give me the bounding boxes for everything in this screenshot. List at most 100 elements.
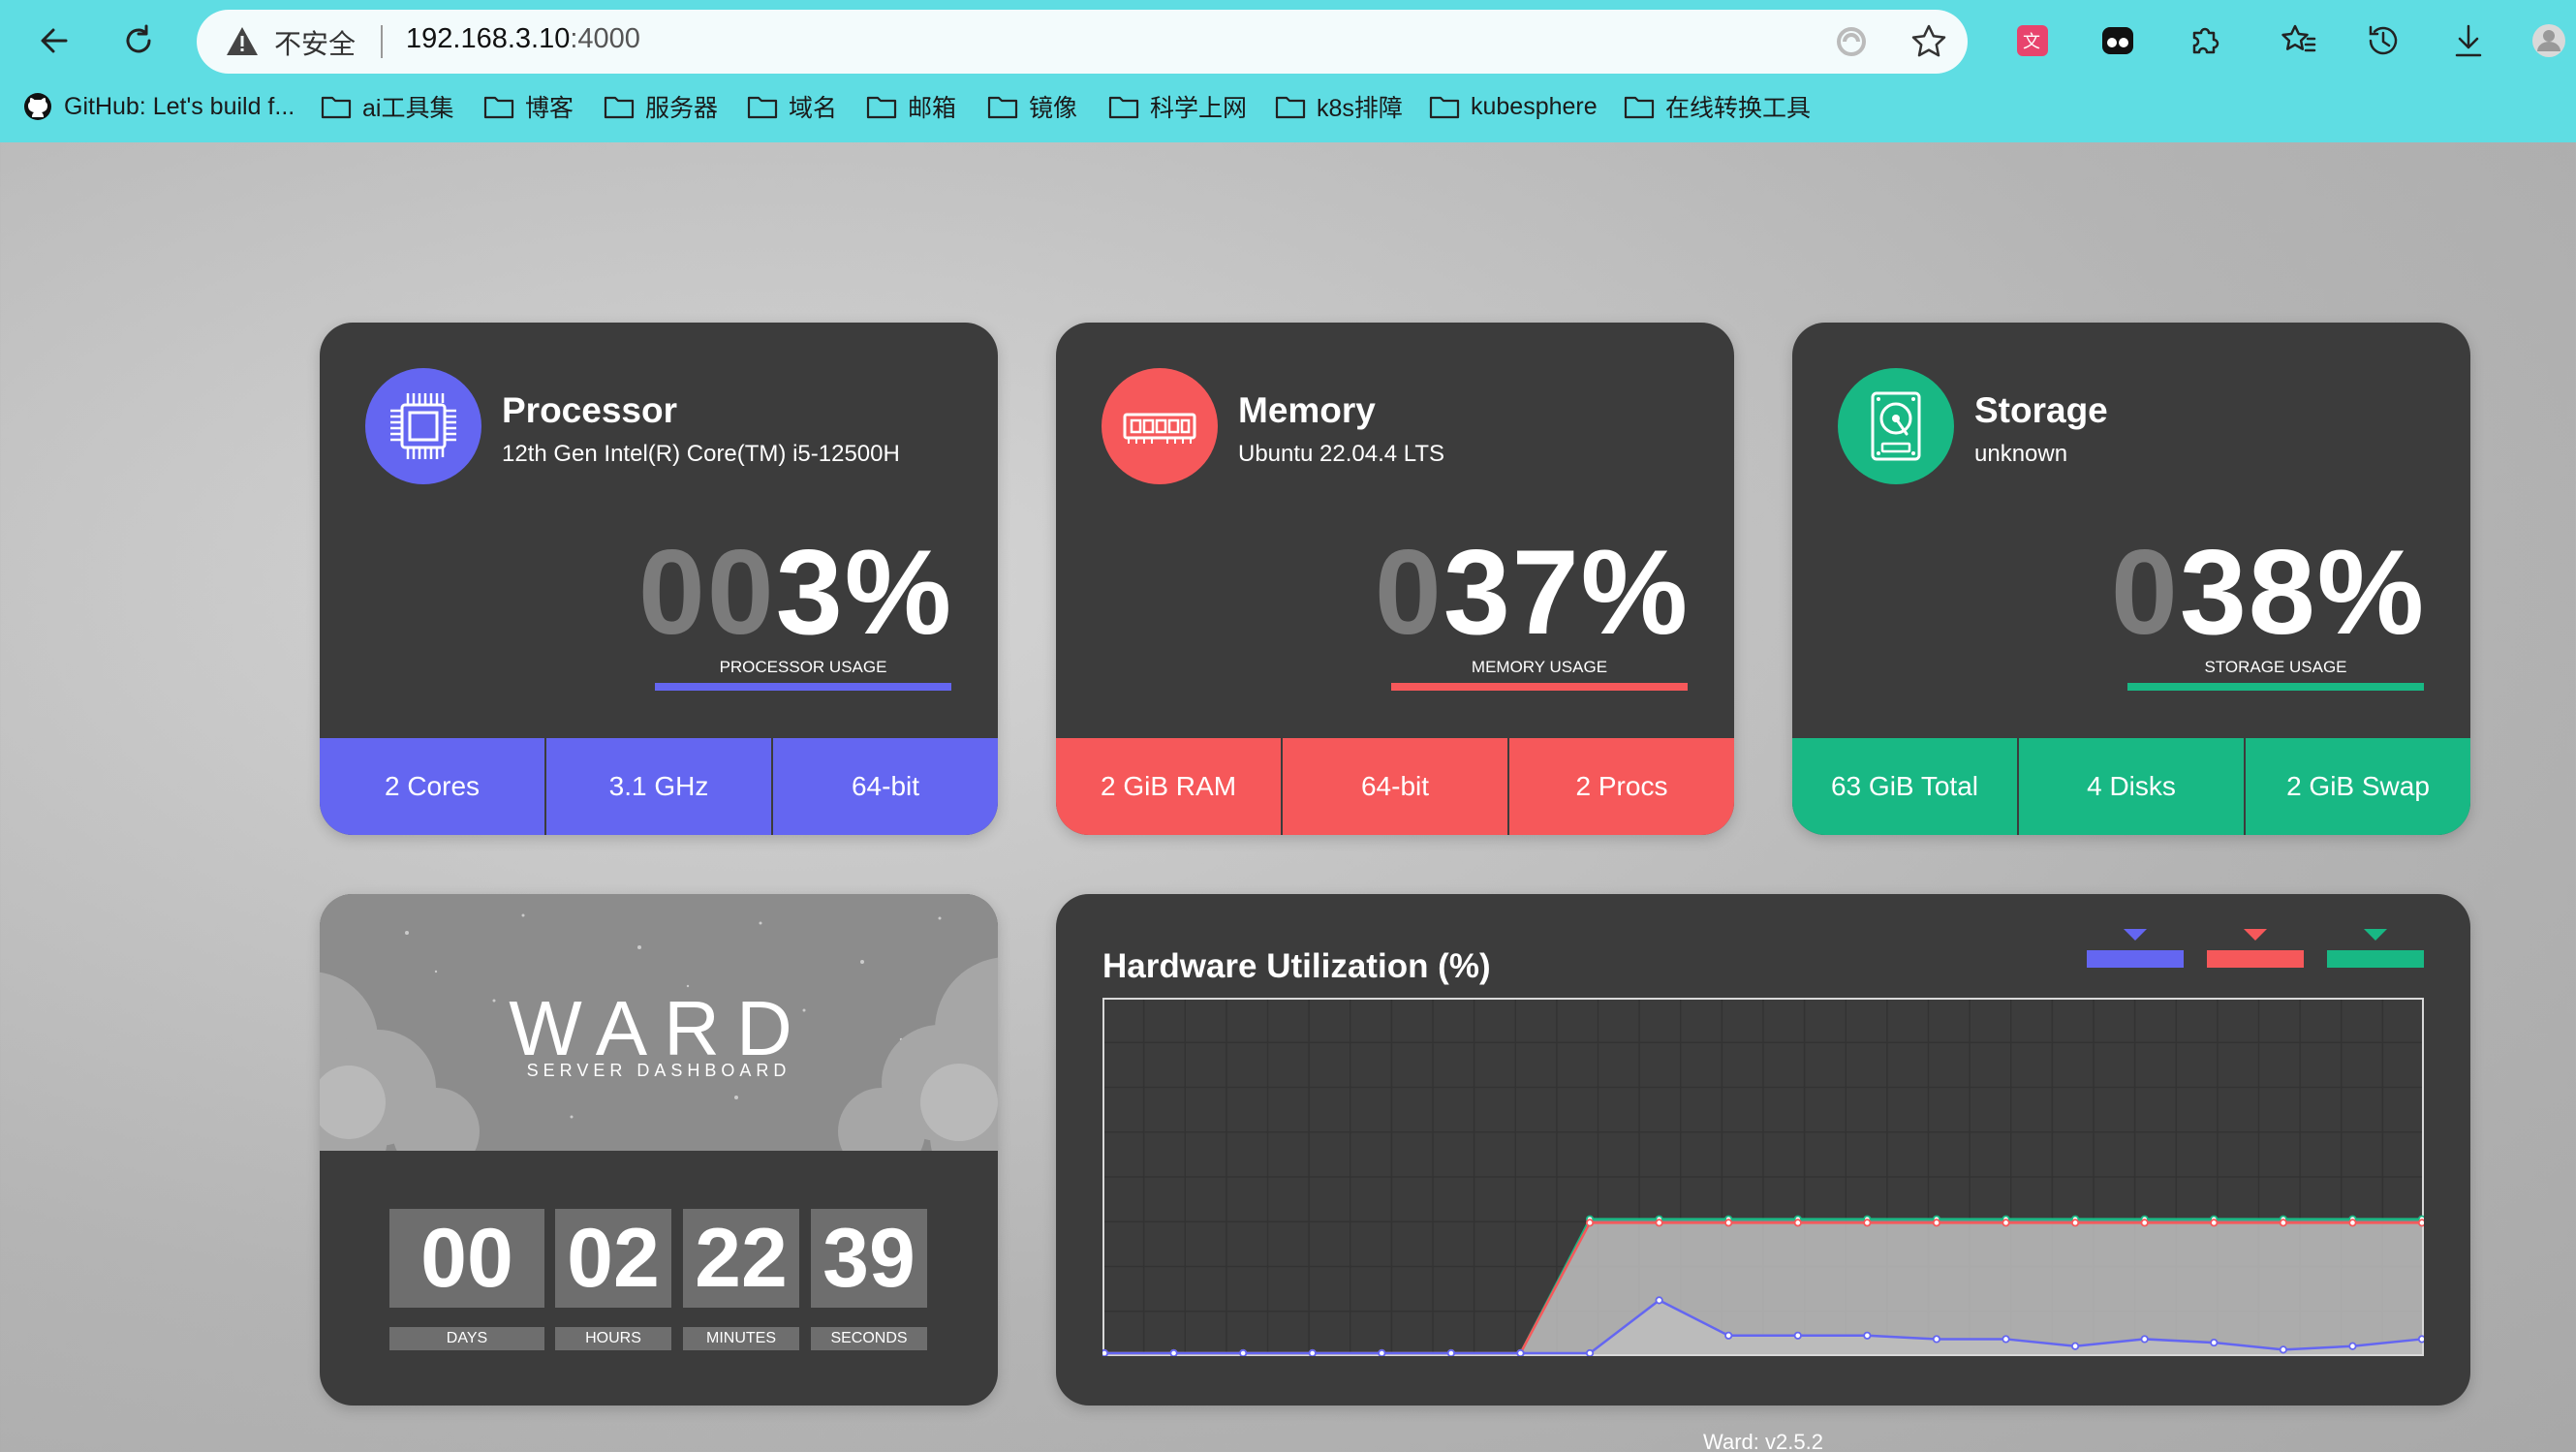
bookmark-label: 在线转换工具 bbox=[1665, 95, 1812, 122]
extension-button[interactable] bbox=[2091, 14, 2145, 68]
memory-usage-lead-digits: 0 bbox=[1374, 526, 1443, 660]
bookmark-label: 域名 bbox=[789, 95, 838, 122]
warning-icon[interactable] bbox=[225, 24, 260, 59]
downloads-button[interactable] bbox=[2441, 14, 2496, 68]
storage-usage-value: 038% bbox=[2111, 524, 2426, 662]
history-button[interactable] bbox=[2356, 14, 2410, 68]
memory-data-point bbox=[1793, 1219, 1802, 1227]
uptime-seconds: 39 bbox=[811, 1209, 927, 1308]
storage-model: unknown bbox=[1974, 441, 2068, 467]
processor-usage-lead-digits: 00 bbox=[637, 526, 776, 660]
favorites-button[interactable] bbox=[2272, 14, 2326, 68]
bookmarks-bar: GitHub: Let's build f... ai工具集 博客 服务器 域名 邮箱 镜像… bbox=[0, 85, 2576, 128]
memory-os: Ubuntu 22.04.4 LTS bbox=[1238, 441, 1445, 467]
folder-icon bbox=[1429, 96, 1460, 119]
extensions-button[interactable] bbox=[2177, 14, 2231, 68]
processor-data-point bbox=[2210, 1338, 2219, 1347]
uptime-hours: 02 bbox=[555, 1209, 671, 1308]
browser-chrome: 不安全 192.168.3.10:4000 文 GitHub: Let's bu… bbox=[0, 0, 2576, 142]
storage-usage-lead-digits: 0 bbox=[2110, 526, 2180, 660]
folder-icon bbox=[987, 96, 1018, 119]
processor-data-point bbox=[1655, 1296, 1663, 1305]
bookmark-item[interactable]: kubesphere bbox=[1428, 85, 1598, 128]
bookmark-label: 镜像 bbox=[1029, 95, 1078, 122]
ward-logo-text: WARD bbox=[509, 985, 809, 1071]
memory-data-point bbox=[2417, 1219, 2424, 1227]
address-divider bbox=[381, 25, 383, 58]
memory-usage-percent: 37% bbox=[1443, 526, 1690, 660]
star-icon[interactable] bbox=[1909, 22, 1948, 61]
memory-data-point bbox=[2140, 1219, 2149, 1227]
profile-button[interactable] bbox=[2522, 14, 2576, 68]
processor-data-point bbox=[2140, 1335, 2149, 1344]
folder-icon bbox=[483, 96, 514, 119]
uptime-days-label: DAYS bbox=[389, 1327, 544, 1350]
processor-usage-bar bbox=[655, 683, 951, 691]
legend-processor-swatch bbox=[2087, 950, 2184, 968]
svg-text:文: 文 bbox=[2023, 32, 2040, 52]
processor-title: Processor bbox=[502, 390, 677, 430]
reload-button[interactable] bbox=[111, 14, 166, 68]
storage-usage-bar bbox=[2127, 683, 2424, 691]
processor-data-point bbox=[1308, 1348, 1317, 1356]
memory-usage-label: MEMORY USAGE bbox=[1471, 658, 1608, 676]
storage-usage-label: STORAGE USAGE bbox=[2204, 658, 2347, 676]
translate-page-icon[interactable] bbox=[1832, 22, 1871, 61]
bookmark-item[interactable]: 在线转换工具 bbox=[1623, 85, 1811, 128]
folder-icon bbox=[1108, 96, 1139, 119]
bookmark-item[interactable]: ai工具集 bbox=[320, 85, 453, 128]
ward-banner: WARD SERVER DASHBOARD bbox=[320, 894, 998, 1151]
legend-processor[interactable] bbox=[2087, 929, 2184, 968]
memory-data-point bbox=[1585, 1219, 1595, 1227]
bookmark-item[interactable]: GitHub: Let's build f... bbox=[21, 85, 295, 128]
folder-icon bbox=[747, 96, 778, 119]
memory-data-point bbox=[2210, 1219, 2219, 1227]
arrow-left-icon bbox=[41, 28, 68, 53]
legend-memory-swatch bbox=[2207, 950, 2304, 968]
chart-border bbox=[1102, 998, 2424, 1356]
processor-arch: 64-bit bbox=[771, 738, 998, 835]
memory-usage-bar bbox=[1391, 683, 1688, 691]
storage-usage-percent: 38% bbox=[2179, 526, 2426, 660]
processor-cores: 2 Cores bbox=[384, 771, 481, 801]
storage-footer: 63 GiB Total 4 Disks 2 GiB Swap bbox=[1792, 738, 2470, 835]
puzzle-icon bbox=[2192, 27, 2219, 54]
folder-icon bbox=[1624, 96, 1655, 119]
download-icon bbox=[2455, 24, 2482, 57]
memory-ram: 2 GiB RAM bbox=[1100, 771, 1237, 801]
back-button[interactable] bbox=[27, 14, 81, 68]
bookmark-item[interactable]: 科学上网 bbox=[1107, 85, 1247, 128]
processor-data-point bbox=[1239, 1348, 1248, 1356]
processor-data-point bbox=[1169, 1348, 1178, 1356]
legend-memory-marker bbox=[2244, 929, 2267, 941]
processor-footer: 2 Cores 3.1 GHz 64-bit bbox=[320, 738, 998, 835]
processor-data-point bbox=[2002, 1335, 2010, 1344]
bookmark-item[interactable]: k8s排障 bbox=[1274, 85, 1403, 128]
hardware-utilization-card: Hardware Utilization (%) bbox=[1056, 894, 2470, 1406]
bookmark-item[interactable]: 博客 bbox=[482, 85, 574, 128]
chart-title: Hardware Utilization (%) bbox=[1102, 947, 1491, 985]
processor-data-point bbox=[2348, 1342, 2357, 1350]
bookmark-label: k8s排障 bbox=[1317, 95, 1403, 122]
memory-usage-value: 037% bbox=[1375, 524, 1690, 662]
bookmark-item[interactable]: 服务器 bbox=[603, 85, 718, 128]
memory-data-point bbox=[1932, 1219, 1941, 1227]
address-bar[interactable]: 不安全 192.168.3.10:4000 bbox=[197, 10, 1968, 74]
cloud-background bbox=[320, 894, 998, 1151]
bookmark-label: 博客 bbox=[525, 95, 574, 122]
bookmark-item[interactable]: 镜像 bbox=[986, 85, 1077, 128]
bookmark-item[interactable]: 域名 bbox=[746, 85, 837, 128]
legend-storage[interactable] bbox=[2327, 929, 2424, 968]
url-text[interactable]: 192.168.3.10:4000 bbox=[406, 23, 640, 55]
processor-data-point bbox=[1446, 1348, 1455, 1356]
memory-procs: 2 Procs bbox=[1507, 738, 1734, 835]
bookmark-item[interactable]: 邮箱 bbox=[865, 85, 956, 128]
storage-swap: 2 GiB Swap bbox=[2244, 738, 2470, 835]
security-status-text[interactable]: 不安全 bbox=[274, 29, 357, 59]
processor-data-point bbox=[2071, 1342, 2080, 1350]
storage-total: 63 GiB Total bbox=[1830, 771, 1979, 801]
legend-memory[interactable] bbox=[2207, 929, 2304, 968]
utilization-chart bbox=[1102, 998, 2424, 1356]
processor-data-point bbox=[1378, 1348, 1386, 1356]
translate-extension-button[interactable]: 文 bbox=[2005, 14, 2060, 68]
